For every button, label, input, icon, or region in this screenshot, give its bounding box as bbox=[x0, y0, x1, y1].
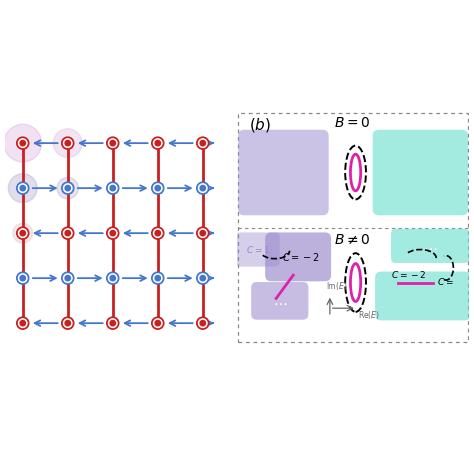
Circle shape bbox=[18, 319, 27, 328]
Circle shape bbox=[65, 230, 71, 236]
Text: $\ldots$: $\ldots$ bbox=[273, 294, 287, 308]
Text: $C=-2$: $C=-2$ bbox=[282, 251, 319, 263]
Circle shape bbox=[107, 137, 119, 149]
FancyBboxPatch shape bbox=[265, 232, 331, 281]
FancyBboxPatch shape bbox=[373, 130, 468, 215]
Circle shape bbox=[64, 229, 72, 237]
Circle shape bbox=[9, 174, 37, 202]
Circle shape bbox=[20, 140, 26, 146]
Circle shape bbox=[20, 275, 26, 281]
Circle shape bbox=[199, 229, 207, 237]
Circle shape bbox=[107, 272, 119, 284]
Text: $\mathrm{Im}(E)$: $\mathrm{Im}(E)$ bbox=[326, 280, 348, 292]
Circle shape bbox=[109, 184, 117, 192]
Circle shape bbox=[155, 140, 161, 146]
Circle shape bbox=[17, 182, 29, 194]
FancyBboxPatch shape bbox=[238, 130, 328, 215]
Circle shape bbox=[20, 230, 26, 236]
Circle shape bbox=[109, 319, 117, 328]
FancyBboxPatch shape bbox=[375, 272, 471, 320]
Circle shape bbox=[200, 185, 205, 191]
Circle shape bbox=[197, 182, 209, 194]
Circle shape bbox=[109, 229, 117, 237]
Circle shape bbox=[200, 275, 205, 281]
Circle shape bbox=[110, 185, 116, 191]
Circle shape bbox=[199, 274, 207, 283]
Circle shape bbox=[62, 182, 74, 194]
Circle shape bbox=[62, 227, 74, 239]
Circle shape bbox=[65, 140, 71, 146]
Circle shape bbox=[199, 184, 207, 192]
Circle shape bbox=[197, 227, 209, 239]
Circle shape bbox=[110, 320, 116, 326]
Circle shape bbox=[154, 184, 162, 192]
Circle shape bbox=[200, 320, 205, 326]
Circle shape bbox=[152, 182, 164, 194]
Circle shape bbox=[197, 272, 209, 284]
Circle shape bbox=[64, 274, 72, 283]
Text: $C=1$: $C=1$ bbox=[246, 244, 270, 255]
Circle shape bbox=[154, 319, 162, 328]
FancyBboxPatch shape bbox=[251, 282, 309, 319]
FancyBboxPatch shape bbox=[391, 229, 469, 263]
Circle shape bbox=[64, 139, 72, 147]
Circle shape bbox=[154, 229, 162, 237]
Circle shape bbox=[110, 140, 116, 146]
Circle shape bbox=[199, 139, 207, 147]
Circle shape bbox=[17, 137, 29, 149]
Circle shape bbox=[17, 317, 29, 329]
Circle shape bbox=[65, 320, 71, 326]
Circle shape bbox=[107, 227, 119, 239]
Circle shape bbox=[109, 274, 117, 283]
Circle shape bbox=[200, 230, 205, 236]
Circle shape bbox=[17, 272, 29, 284]
Circle shape bbox=[65, 275, 71, 281]
Circle shape bbox=[20, 185, 26, 191]
Circle shape bbox=[13, 223, 33, 243]
Circle shape bbox=[64, 184, 72, 192]
Circle shape bbox=[197, 137, 209, 149]
Text: $B=0$: $B=0$ bbox=[334, 116, 370, 130]
Circle shape bbox=[154, 139, 162, 147]
Circle shape bbox=[62, 317, 74, 329]
Circle shape bbox=[18, 139, 27, 147]
Circle shape bbox=[110, 275, 116, 281]
Circle shape bbox=[152, 272, 164, 284]
Circle shape bbox=[17, 227, 29, 239]
Circle shape bbox=[152, 227, 164, 239]
Circle shape bbox=[62, 272, 74, 284]
Text: $\ldots$: $\ldots$ bbox=[423, 239, 438, 253]
Text: $(b)$: $(b)$ bbox=[249, 116, 272, 134]
Circle shape bbox=[18, 184, 27, 192]
Circle shape bbox=[152, 137, 164, 149]
Circle shape bbox=[107, 182, 119, 194]
Circle shape bbox=[155, 230, 161, 236]
Circle shape bbox=[64, 319, 72, 328]
Circle shape bbox=[65, 185, 71, 191]
Circle shape bbox=[154, 274, 162, 283]
Circle shape bbox=[62, 137, 74, 149]
Circle shape bbox=[155, 185, 161, 191]
Text: $C=-2$: $C=-2$ bbox=[391, 269, 426, 280]
Circle shape bbox=[4, 124, 42, 162]
Circle shape bbox=[54, 129, 82, 157]
Text: $C=$: $C=$ bbox=[438, 276, 454, 287]
Text: $B\neq 0$: $B\neq 0$ bbox=[334, 232, 370, 246]
Text: $\mathrm{Re}(E)$: $\mathrm{Re}(E)$ bbox=[358, 310, 380, 321]
Circle shape bbox=[57, 177, 79, 199]
Circle shape bbox=[200, 140, 205, 146]
Circle shape bbox=[18, 274, 27, 283]
Circle shape bbox=[199, 319, 207, 328]
Circle shape bbox=[18, 229, 27, 237]
Circle shape bbox=[197, 317, 209, 329]
Circle shape bbox=[155, 320, 161, 326]
FancyBboxPatch shape bbox=[236, 232, 280, 267]
Circle shape bbox=[20, 320, 26, 326]
Circle shape bbox=[109, 139, 117, 147]
Circle shape bbox=[110, 230, 116, 236]
Circle shape bbox=[107, 317, 119, 329]
Circle shape bbox=[155, 275, 161, 281]
Circle shape bbox=[152, 317, 164, 329]
